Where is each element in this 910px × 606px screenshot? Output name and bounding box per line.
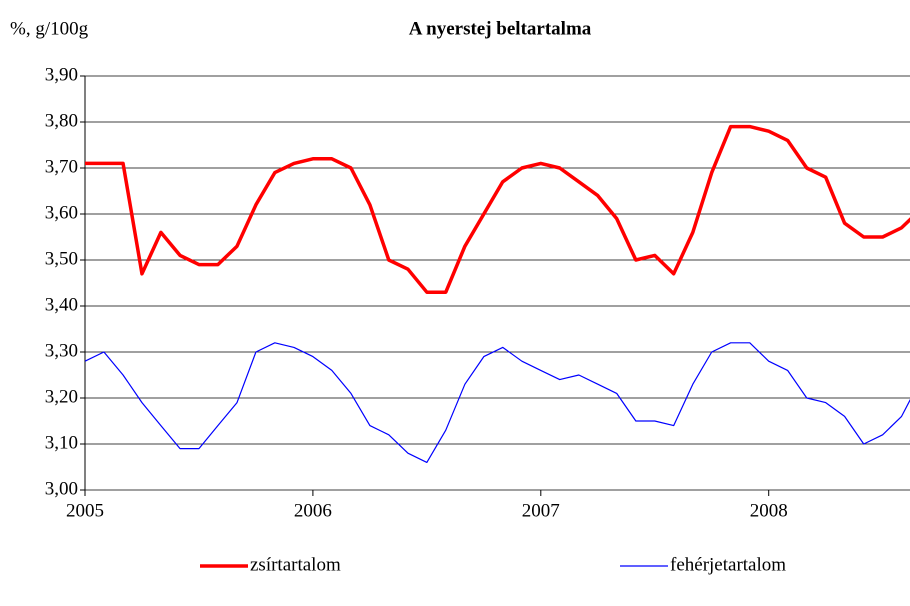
legend-label: fehérjetartalom (670, 554, 786, 575)
y-tick-label: 3,00 (45, 478, 78, 499)
y-tick-label: 3,40 (45, 294, 78, 315)
chart-title: A nyerstej beltartalma (409, 18, 592, 39)
y-tick-label: 3,30 (45, 340, 78, 361)
y-tick-label: 3,50 (45, 248, 78, 269)
y-tick-label: 3,60 (45, 202, 78, 223)
y-tick-label: 3,20 (45, 386, 78, 407)
y-tick-label: 3,80 (45, 110, 78, 131)
y-tick-label: 3,10 (45, 432, 78, 453)
x-tick-label: 2007 (522, 500, 560, 521)
x-tick-label: 2008 (750, 500, 788, 521)
series-line (85, 124, 910, 294)
x-tick-label: 2006 (294, 500, 332, 521)
x-tick-label: 2005 (66, 500, 104, 521)
plot-lines (85, 124, 910, 463)
y-axis-label: %, g/100g (10, 18, 89, 39)
y-tick-label: 3,70 (45, 156, 78, 177)
y-tick-label: 3,90 (45, 64, 78, 85)
series-line (85, 342, 910, 463)
legend-label: zsírtartalom (250, 554, 341, 575)
